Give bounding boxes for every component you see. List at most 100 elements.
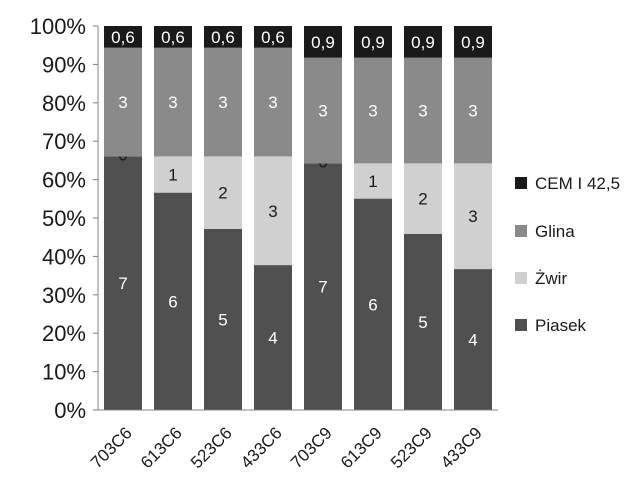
legend-swatch [515,272,527,284]
bar-segment [304,26,342,58]
bar-group: 5 2 3 0,9 [404,26,442,410]
data-label: 5 [218,310,227,329]
y-tick-label: 70% [42,129,86,154]
data-label: 0,6 [261,28,285,47]
data-label: 3 [268,93,277,112]
bar-segment [404,26,442,58]
legend-label: CEM I 42,5 [535,174,620,193]
data-label: 4 [468,331,477,350]
bar-segment [104,26,142,48]
bar-segment [204,47,242,157]
legend-label: Glina [535,222,575,241]
data-label: 3 [118,93,127,112]
data-label: 0,6 [161,28,185,47]
x-tick-label: 703C9 [287,423,336,472]
bar-segment [354,163,392,199]
x-tick-label: 523C6 [187,423,236,472]
bar-segment [304,163,342,410]
bar-segment [354,26,392,58]
y-tick-label: 50% [42,206,86,231]
bar-segment [104,156,142,410]
bar-segment [204,156,242,229]
y-tick-label: 10% [42,360,86,385]
bar-segment [254,265,292,410]
bar-segment [354,57,392,164]
bar-group: 4 3 3 0,9 [454,26,492,410]
data-label: 5 [418,313,427,332]
bar-segment [254,156,292,266]
y-tick-label: 30% [42,283,86,308]
bar-segment [454,57,492,164]
y-tick-label: 100% [30,14,86,39]
data-label: 3 [468,102,477,121]
legend-label: Piasek [535,316,587,335]
y-tick-label: 60% [42,168,86,193]
y-tick-label: 20% [42,321,86,346]
bars: 7030,66130,65230,64330,67030,96130,95230… [104,26,492,410]
y-tick-label: 90% [42,52,86,77]
data-label: 7 [318,278,327,297]
bar-segment [404,163,442,234]
data-label: 6 [368,295,377,314]
data-label: 4 [268,329,277,348]
data-label: 0,9 [411,33,435,52]
bar-segment [154,26,192,48]
data-label: 3 [268,202,277,221]
bar-segment [204,228,242,410]
x-tick-label: 433C9 [437,423,486,472]
bar-segment [154,156,192,193]
bar-segment [304,57,342,164]
bar-group: 6 1 3 0,9 [354,26,392,410]
data-label: 0,6 [111,28,135,47]
bar-segment [454,26,492,58]
bar-segment [254,47,292,157]
data-label: 1 [368,172,377,191]
bar-group: 6 1 3 0,6 [154,26,192,410]
data-label: 0,9 [361,33,385,52]
y-tick-label: 40% [42,244,86,269]
y-tick-label: 80% [42,91,86,116]
bar-segment [154,192,192,410]
bar-group: 7030,9 [304,26,342,410]
data-label: 3 [368,102,377,121]
y-tick-label: 0% [54,398,86,423]
bar-group: 5 2 3 0,6 [204,26,242,410]
data-label: 6 [168,292,177,311]
x-tick-label: 523C9 [387,423,436,472]
bar-segment [454,163,492,270]
data-label: 0,6 [211,28,235,47]
data-label: 2 [418,190,427,209]
x-axis: 703C6 613C6 523C6 433C6 703C9 613C9 523C9 433C9 [87,409,498,472]
x-tick-label: 613C9 [337,423,386,472]
legend: CEM I 42,5 Glina Żwir Piasek [515,174,620,335]
legend-swatch [515,319,527,331]
data-label: 1 [168,166,177,185]
y-axis: 0% 10% 20% 30% 40% 50% 60% 70% 80% 90% 100% [30,14,99,423]
bar-segment [254,26,292,48]
x-tick-label: 433C6 [237,423,286,472]
bar-segment [404,57,442,164]
bar-group: 7030,6 [104,26,142,410]
data-label: 3 [318,102,327,121]
bar-segment [404,233,442,410]
data-label: 7 [118,274,127,293]
bar-segment [454,269,492,410]
bar-segment [104,47,142,157]
legend-swatch [515,225,527,237]
bar-group: 4 3 3 0,6 [254,26,292,410]
bar-segment [354,198,392,410]
data-label: 3 [468,207,477,226]
data-label: 2 [218,184,227,203]
data-label: 3 [218,93,227,112]
data-label: 0,9 [461,33,485,52]
data-label: 3 [418,102,427,121]
legend-swatch [515,177,527,189]
bar-segment [204,26,242,48]
x-tick-label: 703C6 [87,423,136,472]
legend-label: Żwir [535,269,567,288]
x-tick-label: 613C6 [137,423,186,472]
bar-segment [154,47,192,157]
data-label: 0,9 [311,33,335,52]
data-label: 3 [168,93,177,112]
